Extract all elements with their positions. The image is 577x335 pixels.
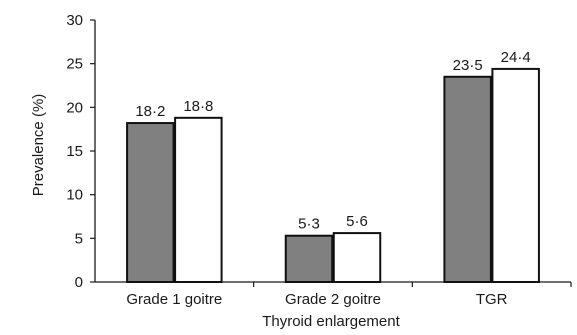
bar xyxy=(284,234,334,283)
y-tick-label: 20 xyxy=(66,99,83,116)
data-label: 24·4 xyxy=(501,49,531,66)
data-label: 18·8 xyxy=(183,98,213,115)
data-label: 5·3 xyxy=(298,216,320,233)
x-axis-title: Thyroid enlargement xyxy=(262,313,400,330)
x-tick-label: Grade 2 goitre xyxy=(285,291,381,308)
axes-layer: Prevalence (%) Thyroid enlargement xyxy=(30,94,401,330)
y-tick-label: 10 xyxy=(66,187,83,204)
x-tick-label: Grade 1 goitre xyxy=(126,291,222,308)
bar xyxy=(126,122,175,284)
bar xyxy=(332,232,382,284)
data-label: 18·2 xyxy=(135,103,165,120)
bar xyxy=(443,75,492,284)
y-tick-label: 30 xyxy=(66,12,83,29)
data-label: 5·6 xyxy=(346,213,368,230)
data-label: 23·5 xyxy=(453,57,483,74)
y-axis-title: Prevalence (%) xyxy=(30,94,47,197)
bars-layer: 18·2 18·8 5·3 5·6 23·5 24·4 xyxy=(126,49,540,284)
y-tick-label: 5 xyxy=(75,230,83,247)
bar xyxy=(174,116,223,283)
bar xyxy=(491,67,540,284)
x-tick-label: TGR xyxy=(476,291,508,308)
y-tick-label: 25 xyxy=(66,56,83,73)
y-tick-label: 15 xyxy=(66,143,83,160)
y-tick-label: 0 xyxy=(75,274,83,291)
plot-area: 0 5 10 15 20 25 30 Grade 1 goitre Grade 2 goitre… xyxy=(66,12,572,308)
